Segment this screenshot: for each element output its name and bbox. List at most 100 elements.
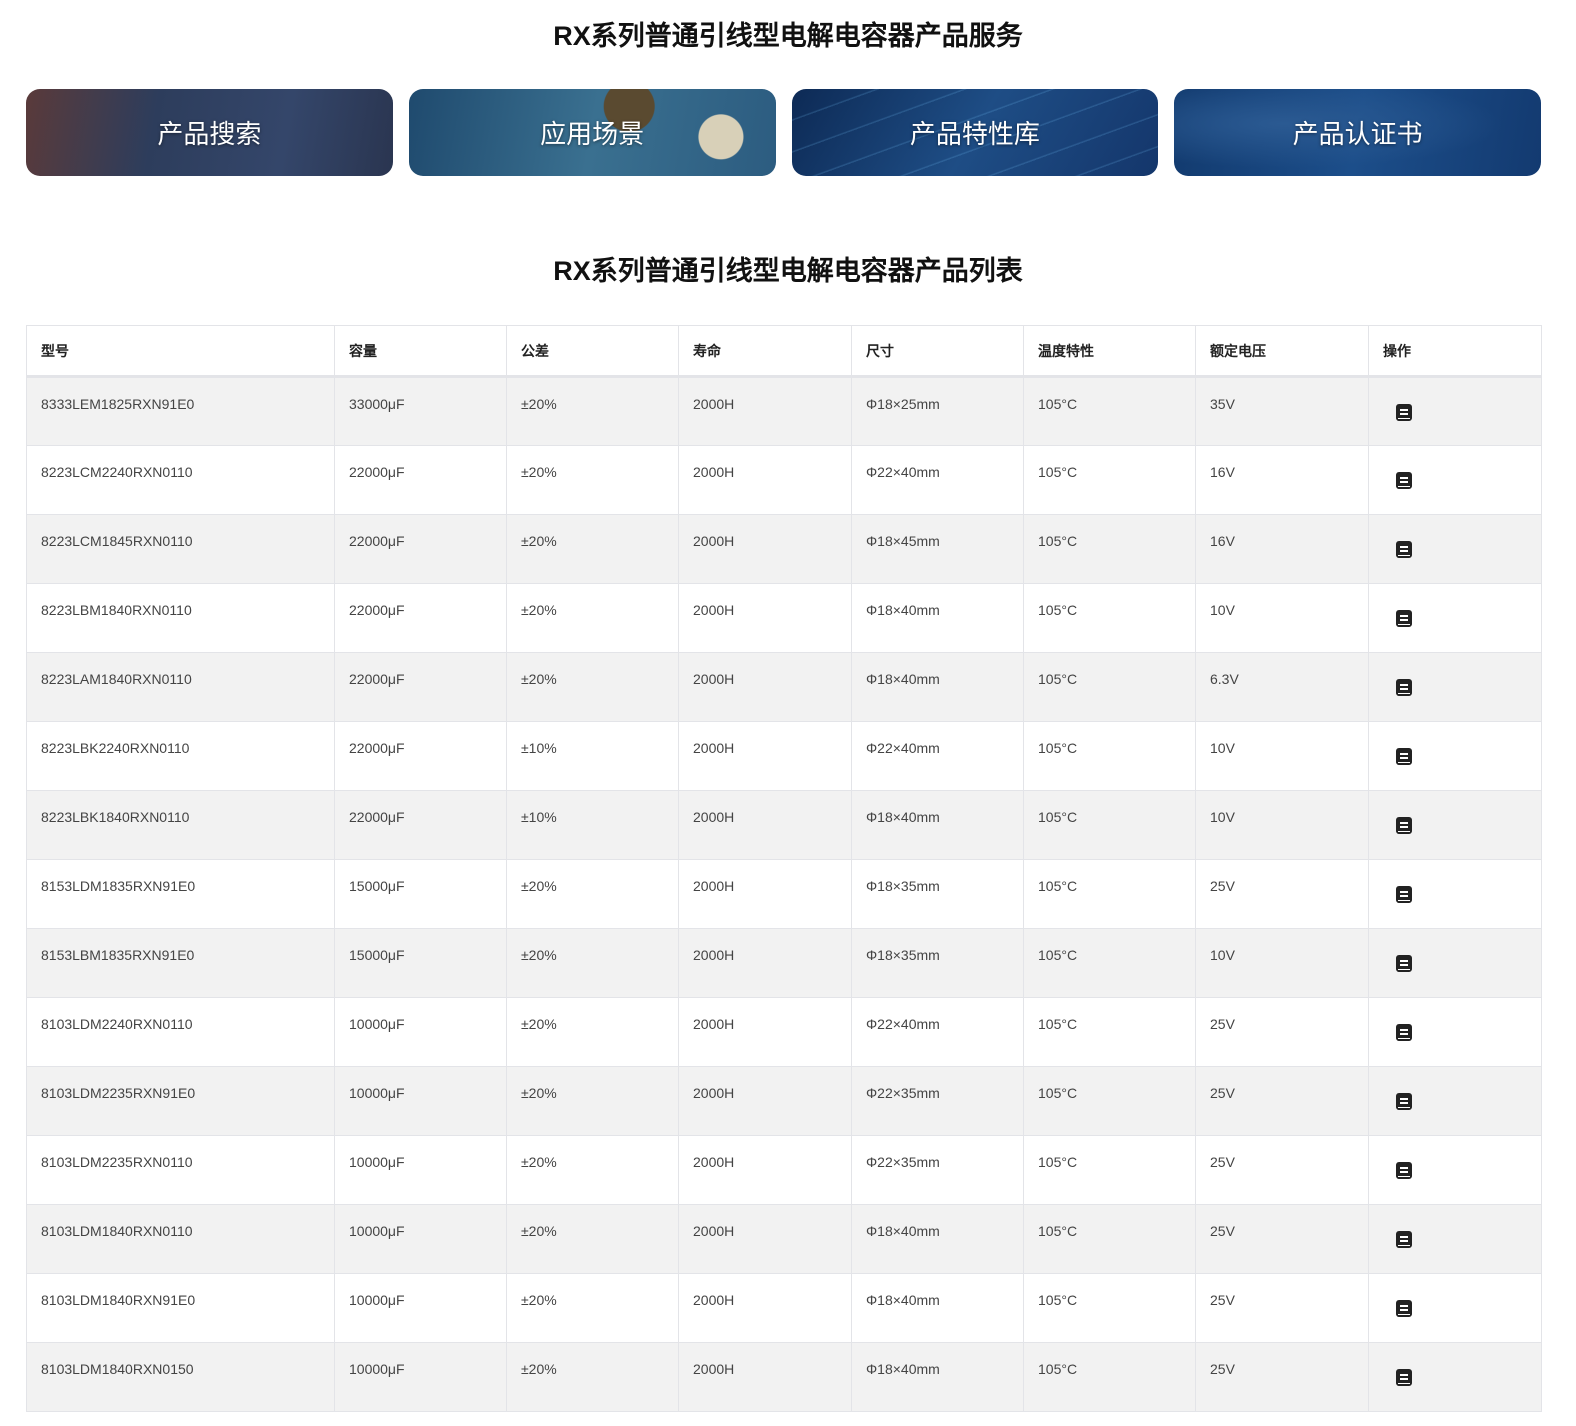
table-row: 8153LDM1835RXN91E0 15000μF ±20% 2000H Φ18×35…	[26, 859, 1542, 929]
application-scenarios-banner[interactable]: 应用场景	[408, 89, 776, 176]
cell-lifetime: 2000H	[678, 1135, 852, 1205]
cell-capacitance: 10000μF	[334, 1342, 507, 1412]
datasheet-book-icon[interactable]	[1396, 1093, 1412, 1110]
product-table: 型号 容量 公差 寿命 尺寸 温度特性 额定电压 操作 8333LEM1825RXN91E0 3…	[26, 325, 1542, 1412]
table-row: 8223LBK1840RXN0110 22000μF ±10% 2000H Φ18×40…	[26, 790, 1542, 860]
cell-size: Φ22×35mm	[851, 1135, 1024, 1205]
cell-action	[1368, 652, 1542, 722]
cell-model: 8153LDM1835RXN91E0	[26, 859, 335, 929]
product-certificates-banner[interactable]: 产品认证书	[1174, 89, 1541, 176]
cell-size: Φ22×35mm	[851, 1066, 1024, 1136]
cell-model: 8103LDM1840RXN0110	[26, 1204, 335, 1274]
cell-lifetime: 2000H	[678, 790, 852, 860]
datasheet-book-icon[interactable]	[1396, 886, 1412, 903]
cell-model: 8103LDM2235RXN91E0	[26, 1066, 335, 1136]
cell-tolerance: ±20%	[506, 1135, 679, 1205]
table-row: 8103LDM1840RXN0150 10000μF ±20% 2000H Φ18×40…	[26, 1342, 1542, 1412]
datasheet-book-icon[interactable]	[1396, 404, 1412, 421]
cell-rated-voltage: 16V	[1195, 514, 1369, 584]
datasheet-book-icon[interactable]	[1396, 1162, 1412, 1179]
cell-temperature: 105°C	[1023, 445, 1196, 515]
header-rated-voltage: 额定电压	[1195, 325, 1369, 378]
cell-rated-voltage: 10V	[1195, 928, 1369, 998]
datasheet-book-icon[interactable]	[1396, 1231, 1412, 1248]
cell-rated-voltage: 25V	[1195, 1273, 1369, 1343]
datasheet-book-icon[interactable]	[1396, 817, 1412, 834]
table-row: 8103LDM2235RXN91E0 10000μF ±20% 2000H Φ22×35…	[26, 1066, 1542, 1136]
datasheet-book-icon[interactable]	[1396, 1024, 1412, 1041]
cell-tolerance: ±20%	[506, 1342, 679, 1412]
cell-action	[1368, 445, 1542, 515]
table-row: 8223LAM1840RXN0110 22000μF ±20% 2000H Φ18×40…	[26, 652, 1542, 722]
datasheet-book-icon[interactable]	[1396, 955, 1412, 972]
table-row: 8333LEM1825RXN91E0 33000μF ±20% 2000H Φ18×25…	[26, 376, 1542, 446]
cell-rated-voltage: 25V	[1195, 1066, 1369, 1136]
datasheet-book-icon[interactable]	[1396, 1369, 1412, 1386]
cell-temperature: 105°C	[1023, 721, 1196, 791]
datasheet-book-icon[interactable]	[1396, 472, 1412, 489]
cell-tolerance: ±20%	[506, 1204, 679, 1274]
cell-temperature: 105°C	[1023, 1066, 1196, 1136]
cell-tolerance: ±20%	[506, 997, 679, 1067]
cell-capacitance: 10000μF	[334, 1066, 507, 1136]
cell-temperature: 105°C	[1023, 1342, 1196, 1412]
cell-rated-voltage: 25V	[1195, 1135, 1369, 1205]
cell-action	[1368, 721, 1542, 791]
table-row: 8223LBK2240RXN0110 22000μF ±10% 2000H Φ22×40…	[26, 721, 1542, 791]
datasheet-book-icon[interactable]	[1396, 541, 1412, 558]
services-title: RX系列普通引线型电解电容器产品服务	[553, 21, 1023, 51]
cell-capacitance: 22000μF	[334, 652, 507, 722]
cell-rated-voltage: 6.3V	[1195, 652, 1369, 722]
cell-lifetime: 2000H	[678, 1342, 852, 1412]
table-row: 8153LBM1835RXN91E0 15000μF ±20% 2000H Φ18×35…	[26, 928, 1542, 998]
cell-action	[1368, 1273, 1542, 1343]
cell-action	[1368, 997, 1542, 1067]
table-row: 8223LBM1840RXN0110 22000μF ±20% 2000H Φ18×40…	[26, 583, 1542, 653]
table-row: 8223LCM2240RXN0110 22000μF ±20% 2000H Φ22×40…	[26, 445, 1542, 515]
cell-lifetime: 2000H	[678, 445, 852, 515]
cell-size: Φ18×40mm	[851, 652, 1024, 722]
cell-model: 8103LDM1840RXN91E0	[26, 1273, 335, 1343]
cell-size: Φ18×25mm	[851, 376, 1024, 446]
cell-model: 8333LEM1825RXN91E0	[26, 376, 335, 446]
table-row: 8223LCM1845RXN0110 22000μF ±20% 2000H Φ18×45…	[26, 514, 1542, 584]
cell-lifetime: 2000H	[678, 1066, 852, 1136]
datasheet-book-icon[interactable]	[1396, 679, 1412, 696]
cell-temperature: 105°C	[1023, 376, 1196, 446]
cell-action	[1368, 859, 1542, 929]
cell-capacitance: 22000μF	[334, 514, 507, 584]
cell-temperature: 105°C	[1023, 859, 1196, 929]
cell-rated-voltage: 10V	[1195, 583, 1369, 653]
table-row: 8103LDM1840RXN0110 10000μF ±20% 2000H Φ18×40…	[26, 1204, 1542, 1274]
cell-temperature: 105°C	[1023, 1273, 1196, 1343]
cell-size: Φ18×45mm	[851, 514, 1024, 584]
header-capacitance: 容量	[334, 325, 507, 378]
cell-action	[1368, 583, 1542, 653]
table-row: 8103LDM2240RXN0110 10000μF ±20% 2000H Φ22×40…	[26, 997, 1542, 1067]
cell-rated-voltage: 10V	[1195, 790, 1369, 860]
cell-model: 8223LAM1840RXN0110	[26, 652, 335, 722]
cell-size: Φ18×40mm	[851, 583, 1024, 653]
table-header-row: 型号 容量 公差 寿命 尺寸 温度特性 额定电压 操作	[26, 325, 1542, 378]
cell-action	[1368, 1204, 1542, 1274]
product-search-banner[interactable]: 产品搜索	[26, 89, 393, 176]
cell-tolerance: ±10%	[506, 790, 679, 860]
cell-capacitance: 22000μF	[334, 583, 507, 653]
datasheet-book-icon[interactable]	[1396, 610, 1412, 627]
cell-capacitance: 10000μF	[334, 1204, 507, 1274]
datasheet-book-icon[interactable]	[1396, 1300, 1412, 1317]
product-characteristics-banner[interactable]: 产品特性库	[791, 89, 1159, 176]
cell-capacitance: 15000μF	[334, 928, 507, 998]
header-temperature: 温度特性	[1023, 325, 1196, 378]
cell-tolerance: ±20%	[506, 445, 679, 515]
cell-temperature: 105°C	[1023, 1135, 1196, 1205]
cell-model: 8153LBM1835RXN91E0	[26, 928, 335, 998]
cell-size: Φ18×40mm	[851, 790, 1024, 860]
cell-model: 8223LBK1840RXN0110	[26, 790, 335, 860]
cell-tolerance: ±20%	[506, 1066, 679, 1136]
datasheet-book-icon[interactable]	[1396, 748, 1412, 765]
cell-tolerance: ±10%	[506, 721, 679, 791]
service-banners: 产品搜索 应用场景 产品特性库 产品认证书	[26, 89, 1541, 176]
cell-lifetime: 2000H	[678, 859, 852, 929]
header-action: 操作	[1368, 325, 1542, 378]
